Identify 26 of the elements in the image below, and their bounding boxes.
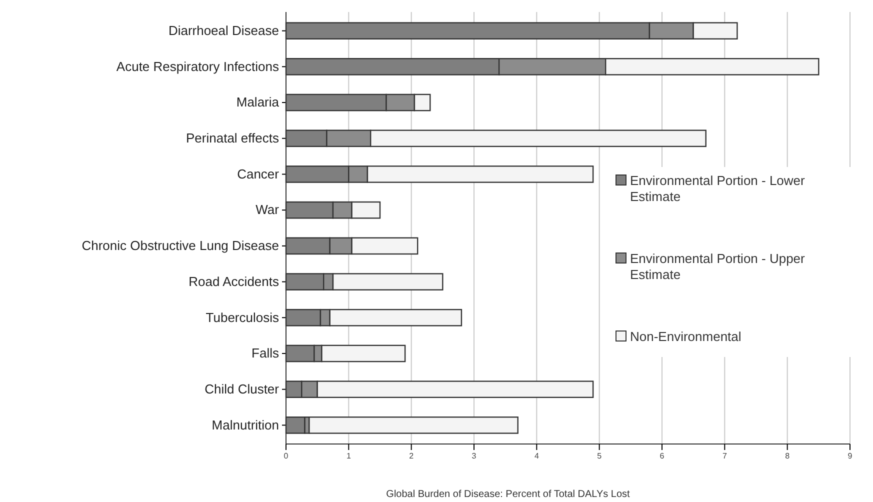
x-tick-label: 2 xyxy=(409,452,414,461)
legend-label: Environmental Portion - Upper Estimate xyxy=(630,251,806,282)
y-tick-label: Child Cluster xyxy=(204,381,280,396)
x-tick-label: 4 xyxy=(534,452,540,461)
x-tick-label: 6 xyxy=(660,452,665,461)
y-tick-label: Tuberculosis xyxy=(206,310,280,325)
x-tick-label: 5 xyxy=(597,452,602,461)
y-tick-label: Malaria xyxy=(236,94,280,110)
y-tick-label: Road Accidents xyxy=(188,274,280,289)
y-tick-label: Chronic Obstructive Lung Disease xyxy=(82,238,279,254)
y-tick-label: Diarrhoeal Disease xyxy=(168,22,279,38)
x-tick-label: 3 xyxy=(472,452,477,461)
x-tick-label: 0 xyxy=(284,452,289,461)
x-tick-label: 7 xyxy=(722,452,728,461)
y-tick-label: Malnutrition xyxy=(212,417,279,432)
y-tick-label: Falls xyxy=(252,346,280,361)
x-tick-label: 8 xyxy=(785,452,790,461)
y-tick-label: Perinatal effects xyxy=(186,130,280,146)
x-tick-label: 1 xyxy=(346,452,352,461)
x-axis-title: Global Burden of Disease: Percent of Total DALYs Lost xyxy=(386,489,630,500)
legend-label: Environmental Portion - Lower Estimate xyxy=(630,173,806,204)
legend-label: Non-Environmental xyxy=(630,329,742,344)
y-tick-label: Acute Respiratory Infections xyxy=(116,58,280,74)
y-tick-label: War xyxy=(256,202,280,218)
y-tick-label: Cancer xyxy=(237,166,280,182)
x-tick-label: 9 xyxy=(848,452,853,461)
